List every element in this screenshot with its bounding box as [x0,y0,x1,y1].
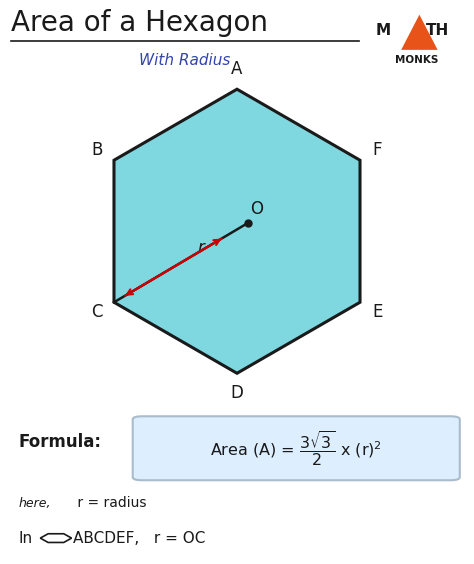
Text: r: r [198,239,204,257]
Text: O: O [250,200,264,218]
Polygon shape [114,89,360,373]
Text: F: F [373,141,382,159]
Text: Area (A) = $\dfrac{3\sqrt{3}}{2}$ x (r)$^{2}$: Area (A) = $\dfrac{3\sqrt{3}}{2}$ x (r)$… [210,429,382,468]
Text: In: In [19,531,33,545]
Text: D: D [230,384,244,402]
Polygon shape [401,15,438,50]
Text: C: C [91,303,102,321]
Text: B: B [91,141,102,159]
Text: E: E [372,303,383,321]
FancyBboxPatch shape [133,416,460,481]
Text: MONKS: MONKS [395,55,439,65]
Text: TH: TH [426,23,449,38]
Text: r = radius: r = radius [73,496,147,510]
Text: M: M [375,23,391,38]
Text: ABCDEF,   r = OC: ABCDEF, r = OC [73,531,206,545]
Text: here,: here, [19,496,52,510]
Text: Area of a Hexagon: Area of a Hexagon [11,9,268,37]
Text: With Radius: With Radius [139,52,230,68]
Text: A: A [231,60,243,78]
Text: Formula:: Formula: [19,433,102,451]
